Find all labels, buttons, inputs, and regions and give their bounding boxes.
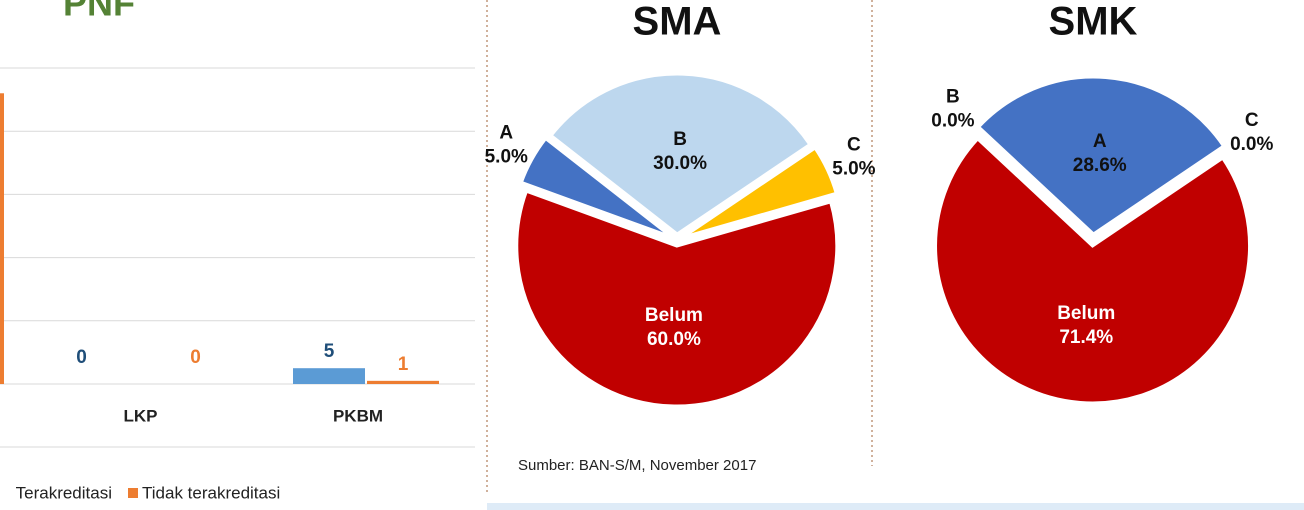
slice-value: 60.0% [647,329,701,350]
slice-label: A [1093,131,1107,152]
slice-value: 5.0% [485,146,528,167]
pie-slice [934,136,1252,405]
pie-slice [519,136,673,239]
x-tick-label: PKBM [333,406,383,425]
data-label: 1 [398,354,409,375]
slice-value: 0.0% [931,110,974,131]
slice-label: Belum [1057,303,1115,324]
slice-label: C [847,135,861,156]
legend-label: Tidak terakreditasi [142,483,280,502]
bar [0,93,4,384]
bar [367,380,439,384]
info-box [487,503,1304,510]
chart-title: PNF [63,0,135,24]
slice-value: 30.0% [653,153,707,174]
slice-label: C [1245,110,1259,131]
slice-label: B [946,86,960,107]
pie-slice [976,75,1226,236]
source-note: Sumber: BAN-S/M, November 2017 [518,457,756,474]
x-tick-label: LKP [124,406,158,425]
pie-slice [515,189,839,408]
slice-label: Belum [645,305,703,326]
chart-title: SMK [1049,0,1138,44]
slice-value: 0.0% [1230,134,1273,155]
pie-slice [549,72,812,236]
data-label: 0 [76,347,87,368]
chart-title: SMA [633,0,722,44]
data-label: 0 [190,347,201,368]
pie-slice [681,145,839,239]
slice-value: 28.6% [1073,155,1127,176]
slice-value: 71.4% [1059,327,1113,348]
legend-swatch [128,488,138,498]
data-label: 5 [324,341,335,362]
slice-label: A [499,122,513,143]
slice-value: 5.0% [832,159,875,180]
legend-label: Terakreditasi [16,483,112,502]
bar [293,368,365,384]
slice-label: B [673,129,687,150]
